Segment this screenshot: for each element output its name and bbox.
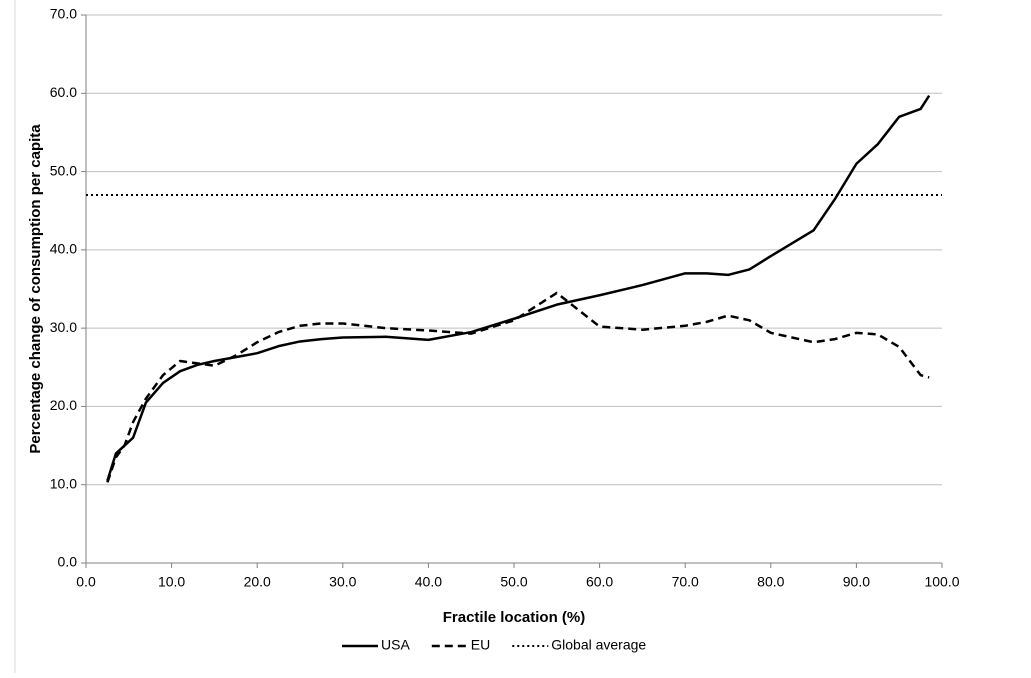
legend-label: USA xyxy=(381,637,410,653)
x-tick-label: 50.0 xyxy=(500,574,527,590)
x-tick-label: 70.0 xyxy=(672,574,699,590)
x-tick-label: 30.0 xyxy=(329,574,356,590)
x-tick-label: 10.0 xyxy=(158,574,185,590)
y-axis-title: Percentage change of consumption per cap… xyxy=(27,124,44,454)
y-tick-label: 50.0 xyxy=(50,162,77,178)
x-tick-label: 0.0 xyxy=(76,574,96,590)
series-line xyxy=(106,291,930,483)
y-tick-label: 10.0 xyxy=(50,475,77,491)
y-tick-label: 70.0 xyxy=(50,6,77,22)
y-tick-label: 20.0 xyxy=(50,397,77,413)
y-tick-label: 30.0 xyxy=(50,319,77,335)
legend-label: Global average xyxy=(551,637,646,653)
series-line xyxy=(106,94,931,482)
x-axis-title: Fractile location (%) xyxy=(443,609,586,626)
y-tick-label: 60.0 xyxy=(50,84,77,100)
x-tick-label: 100.0 xyxy=(924,574,959,590)
x-tick-label: 40.0 xyxy=(415,574,442,590)
x-tick-label: 90.0 xyxy=(843,574,870,590)
x-tick-label: 20.0 xyxy=(244,574,271,590)
x-tick-label: 60.0 xyxy=(586,574,613,590)
legend-label: EU xyxy=(471,637,490,653)
y-tick-label: 0.0 xyxy=(58,554,78,570)
y-tick-label: 40.0 xyxy=(50,241,77,257)
x-tick-label: 80.0 xyxy=(757,574,784,590)
